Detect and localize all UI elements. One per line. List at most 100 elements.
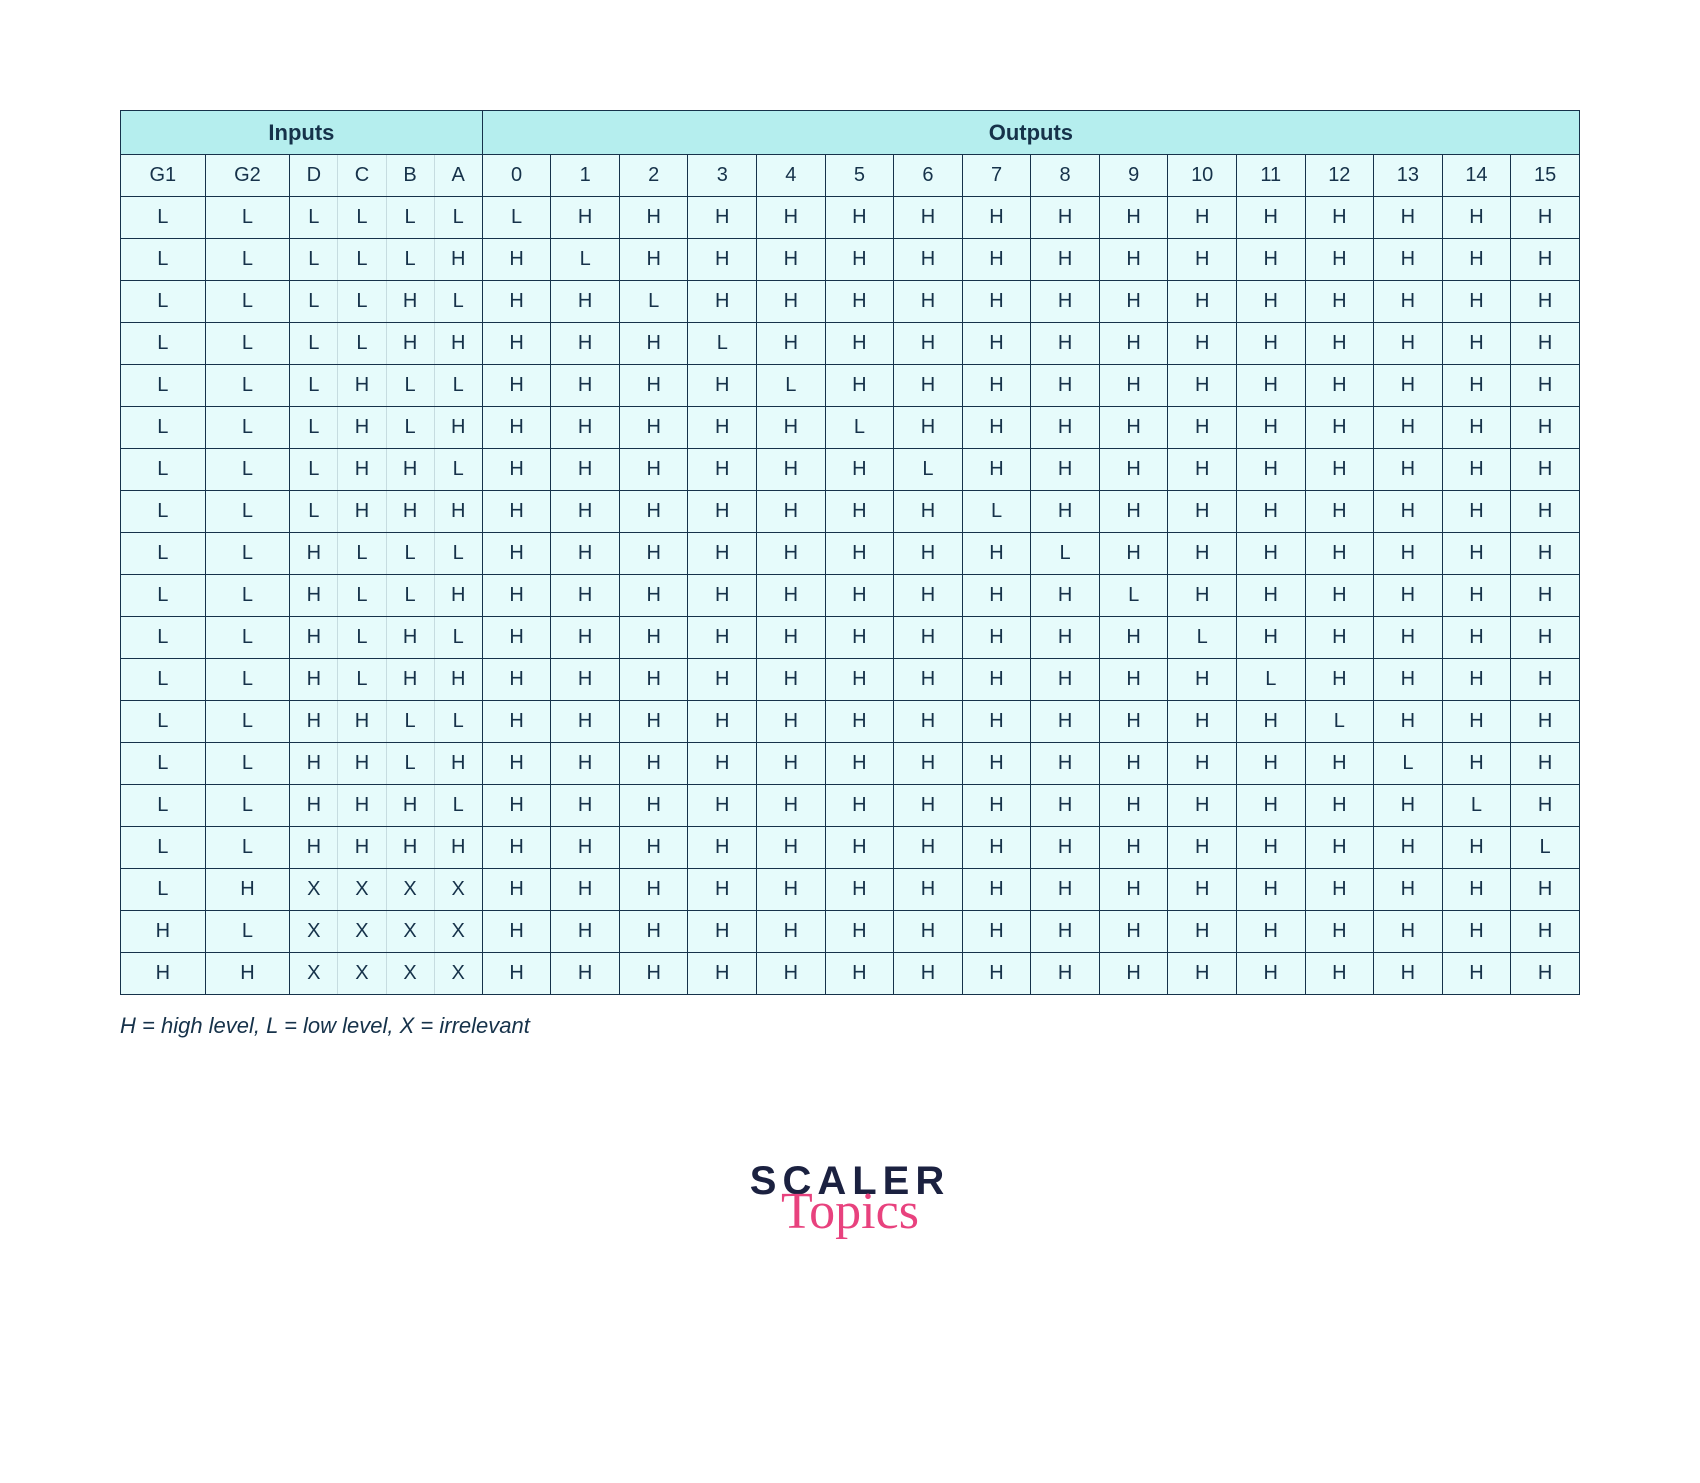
column-header-row: G1G2DCBA0123456789101112131415: [121, 155, 1580, 197]
cell-output: H: [688, 869, 757, 911]
cell-output: H: [1305, 911, 1374, 953]
cell-output: H: [482, 617, 551, 659]
cell-input: L: [290, 239, 338, 281]
cell-output: L: [1442, 785, 1511, 827]
col-header-B: B: [386, 155, 434, 197]
cell-output: H: [1031, 659, 1100, 701]
cell-output: H: [1374, 953, 1443, 995]
cell-output: H: [482, 575, 551, 617]
cell-output: L: [619, 281, 688, 323]
table-row: LLHLHLHHHHHHHHHHLHHHHH: [121, 617, 1580, 659]
cell-output: H: [1511, 491, 1580, 533]
cell-output: H: [1374, 701, 1443, 743]
cell-output: H: [1031, 617, 1100, 659]
cell-output: H: [1511, 575, 1580, 617]
cell-input: L: [205, 491, 290, 533]
cell-input: L: [434, 449, 482, 491]
cell-output: H: [551, 785, 620, 827]
cell-input: H: [338, 701, 386, 743]
cell-output: H: [894, 239, 963, 281]
cell-output: H: [619, 323, 688, 365]
cell-input: H: [386, 323, 434, 365]
cell-output: H: [825, 449, 894, 491]
cell-output: H: [1168, 911, 1237, 953]
cell-input: H: [434, 659, 482, 701]
cell-output: H: [825, 869, 894, 911]
outputs-group-header: Outputs: [482, 111, 1579, 155]
cell-input: L: [338, 197, 386, 239]
cell-output: H: [688, 785, 757, 827]
cell-output: H: [1168, 701, 1237, 743]
cell-input: H: [290, 743, 338, 785]
cell-output: H: [1511, 197, 1580, 239]
col-header-out-13: 13: [1374, 155, 1443, 197]
cell-output: H: [482, 281, 551, 323]
cell-output: H: [688, 617, 757, 659]
cell-output: H: [825, 953, 894, 995]
cell-output: H: [1305, 491, 1374, 533]
cell-output: H: [619, 659, 688, 701]
col-header-out-4: 4: [757, 155, 826, 197]
cell-output: H: [1442, 239, 1511, 281]
cell-output: H: [1305, 323, 1374, 365]
col-header-D: D: [290, 155, 338, 197]
cell-output: H: [688, 911, 757, 953]
cell-input: L: [205, 659, 290, 701]
table-row: LLLHLHHHHHHLHHHHHHHHHH: [121, 407, 1580, 449]
cell-output: H: [1374, 533, 1443, 575]
cell-output: H: [894, 869, 963, 911]
cell-output: H: [551, 743, 620, 785]
cell-output: H: [1168, 491, 1237, 533]
cell-output: H: [1031, 239, 1100, 281]
cell-output: L: [482, 197, 551, 239]
cell-output: H: [551, 911, 620, 953]
cell-input: L: [386, 239, 434, 281]
cell-output: H: [1168, 365, 1237, 407]
col-header-out-9: 9: [1099, 155, 1168, 197]
cell-output: H: [1099, 701, 1168, 743]
cell-input: L: [205, 743, 290, 785]
cell-output: H: [962, 239, 1031, 281]
cell-output: H: [1511, 659, 1580, 701]
cell-output: H: [551, 281, 620, 323]
cell-output: H: [1511, 953, 1580, 995]
col-header-out-7: 7: [962, 155, 1031, 197]
cell-input: L: [121, 659, 206, 701]
cell-output: L: [757, 365, 826, 407]
cell-input: L: [386, 701, 434, 743]
table-row: LLHHHLHHHHHHHHHHHHHHLH: [121, 785, 1580, 827]
cell-input: L: [121, 323, 206, 365]
cell-output: H: [894, 701, 963, 743]
cell-output: H: [1442, 701, 1511, 743]
table-row: LLHHHHHHHHHHHHHHHHHHHL: [121, 827, 1580, 869]
cell-output: H: [1236, 869, 1305, 911]
cell-input: L: [205, 281, 290, 323]
cell-output: H: [825, 491, 894, 533]
cell-output: H: [1168, 953, 1237, 995]
cell-input: H: [338, 365, 386, 407]
table-row: LHXXXXHHHHHHHHHHHHHHHH: [121, 869, 1580, 911]
cell-output: H: [1236, 617, 1305, 659]
cell-output: H: [1236, 197, 1305, 239]
cell-output: H: [1442, 323, 1511, 365]
cell-output: H: [1031, 197, 1100, 239]
cell-input: H: [290, 617, 338, 659]
cell-input: L: [205, 911, 290, 953]
cell-output: H: [962, 365, 1031, 407]
cell-input: H: [338, 743, 386, 785]
cell-output: H: [894, 533, 963, 575]
col-header-out-3: 3: [688, 155, 757, 197]
cell-output: H: [619, 953, 688, 995]
cell-output: H: [1236, 449, 1305, 491]
cell-input: H: [338, 491, 386, 533]
cell-output: H: [894, 197, 963, 239]
group-header-row: Inputs Outputs: [121, 111, 1580, 155]
cell-output: H: [619, 575, 688, 617]
col-header-out-14: 14: [1442, 155, 1511, 197]
cell-input: H: [434, 239, 482, 281]
cell-output: H: [1168, 743, 1237, 785]
col-header-G2: G2: [205, 155, 290, 197]
cell-input: L: [121, 197, 206, 239]
cell-output: H: [1374, 659, 1443, 701]
col-header-out-5: 5: [825, 155, 894, 197]
